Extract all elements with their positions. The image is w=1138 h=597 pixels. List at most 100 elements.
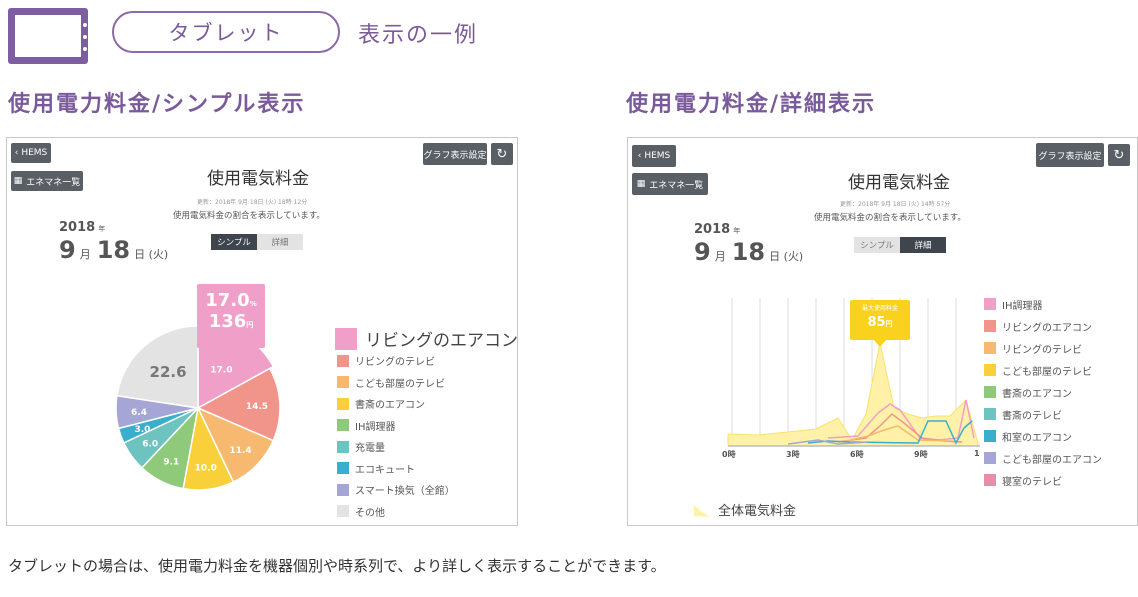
- simple-screen: ‹ HEMS ▦ エネマネ一覧 グラフ表示設定 ↻ 使用電気料金 更新：2018年 …: [6, 137, 518, 526]
- section-title-detail: 使用電力料金/詳細表示: [626, 92, 877, 117]
- legend-item: リビングのテレビ: [337, 350, 455, 372]
- legend-swatch: [984, 430, 996, 442]
- back-button[interactable]: ‹ HEMS: [11, 143, 51, 163]
- legend-item: IH調理器: [337, 415, 455, 437]
- screen-title: 使用電気料金: [848, 173, 950, 193]
- date-main: 9 月 18 日 (火): [59, 236, 169, 264]
- tab-simple[interactable]: シンプル: [854, 237, 900, 253]
- legend-swatch: [337, 440, 349, 453]
- legend-item: 書斎のエアコン: [984, 381, 1102, 403]
- header-suffix: 表示の一例: [358, 23, 479, 48]
- legend-swatch: [984, 474, 996, 486]
- back-button[interactable]: ‹ HEMS: [632, 145, 676, 167]
- legend-label: IH調理器: [355, 421, 396, 433]
- simple-legend: リビングのテレビ こども部屋のテレビ 書斎のエアコン IH調理器充電量エコキュートスマ…: [337, 350, 455, 522]
- legend-swatch: [984, 298, 996, 310]
- view-toggle: シンプル 詳細: [854, 237, 946, 253]
- legend-swatch: [984, 320, 996, 332]
- highlight-swatch: [335, 327, 357, 350]
- detail-legend: IH調理器リビングのエアコン リビングのテレビ こども部屋のテレビ 書斎のエアコン 書斎…: [984, 293, 1102, 499]
- pie-slice-label: 6.0: [142, 440, 158, 450]
- legend-item: こども部屋のテレビ: [337, 372, 455, 394]
- legend-item: リビングのエアコン: [984, 315, 1102, 337]
- time-series-chart: [727, 298, 980, 447]
- description: 使用電気料金の割合を表示しています。: [173, 211, 325, 221]
- legend-item: その他: [337, 501, 455, 523]
- legend-swatch: [984, 452, 996, 464]
- legend-swatch: [337, 462, 349, 475]
- legend-swatch: [337, 354, 349, 367]
- legend-label: こども部屋のテレビ: [355, 378, 445, 390]
- pie-slice-label: 3.0: [134, 425, 150, 435]
- legend-label: 書斎のテレビ: [1002, 410, 1062, 422]
- series-line-orange: [841, 425, 949, 443]
- legend-label: 書斎のエアコン: [355, 400, 425, 412]
- legend-item: リビングのテレビ: [984, 337, 1102, 359]
- total-area: [727, 342, 979, 447]
- legend-swatch: [984, 386, 996, 398]
- legend-item: こども部屋のエアコン: [984, 447, 1102, 469]
- description: 使用電気料金の割合を表示しています。: [814, 213, 966, 223]
- highlight-legend: リビングのエアコン: [335, 326, 517, 351]
- legend-label: リビングのテレビ: [355, 357, 435, 369]
- updated-time: 更新：2018年 9月 18日 (火) 18時 12分: [197, 199, 308, 206]
- pie-slice-label: 9.1: [163, 458, 179, 468]
- legend-swatch: [337, 397, 349, 410]
- pie-slice-label: 17.0: [210, 365, 232, 375]
- legend-item: 書斎のエアコン: [337, 393, 455, 415]
- date-main: 9 月 18 日 (火): [694, 238, 804, 266]
- legend-swatch: [984, 342, 996, 354]
- tab-simple[interactable]: シンプル: [211, 234, 257, 250]
- pie-slice[interactable]: [196, 367, 281, 442]
- legend-swatch: [337, 419, 349, 432]
- chevron-left-icon: ‹: [14, 148, 19, 158]
- legend-label: 書斎のエアコン: [1002, 388, 1072, 400]
- refresh-icon[interactable]: ↻: [1108, 144, 1130, 166]
- legend-item: エコキュート: [337, 458, 455, 480]
- legend-item: IH調理器: [984, 293, 1102, 315]
- tablet-icon: [8, 8, 88, 64]
- x-tick-label: 6時: [850, 450, 864, 459]
- graph-settings-button[interactable]: グラフ表示設定: [423, 143, 487, 165]
- legend-label: 寝室のテレビ: [1002, 476, 1062, 488]
- series-line-teal: [807, 420, 973, 445]
- series-line-purple: [787, 439, 869, 445]
- series-line-pink: [827, 399, 975, 441]
- legend-item: こども部屋のテレビ: [984, 359, 1102, 381]
- x-tick-label: 9時: [914, 450, 928, 459]
- pie-slice-label: 14.5: [246, 402, 268, 412]
- legend-label: こども部屋のエアコン: [1002, 454, 1102, 466]
- legend-label: 充電量: [355, 443, 385, 455]
- legend-label: エコキュート: [355, 464, 415, 476]
- legend-label: リビングのエアコン: [1002, 322, 1092, 334]
- enemane-list-button[interactable]: ▦ エネマネ一覧: [632, 173, 708, 195]
- date-year: 2018 年: [59, 220, 106, 235]
- pie-slice-label: 6.4: [131, 408, 147, 418]
- pie-slice-label: 22.6: [150, 363, 187, 381]
- legend-label: 和室のエアコン: [1002, 432, 1072, 444]
- updated-time: 更新：2018年 9月 18日 (火) 14時 57分: [840, 201, 951, 208]
- tab-detail[interactable]: 詳細: [257, 234, 303, 250]
- legend-swatch: [337, 505, 349, 518]
- tab-detail[interactable]: 詳細: [900, 237, 946, 253]
- pie-slice[interactable]: [116, 325, 199, 409]
- legend-label: スマート換気（全館）: [355, 486, 455, 498]
- refresh-icon[interactable]: ↻: [491, 143, 513, 165]
- legend-item: 充電量: [337, 436, 455, 458]
- date-year: 2018 年: [694, 222, 741, 237]
- legend-swatch: [337, 376, 349, 389]
- graph-settings-button[interactable]: グラフ表示設定: [1036, 143, 1104, 167]
- legend-item: スマート換気（全館）: [337, 479, 455, 501]
- legend-item: 寝室のテレビ: [984, 469, 1102, 491]
- grid-icon: ▦: [13, 176, 23, 186]
- pie-slice-label: 11.4: [229, 446, 251, 456]
- legend-label: その他: [355, 507, 385, 519]
- legend-swatch: [984, 364, 996, 376]
- screen-title: 使用電気料金: [207, 169, 309, 189]
- legend-label: リビングのテレビ: [1002, 344, 1082, 356]
- legend-label: こども部屋のテレビ: [1002, 366, 1092, 378]
- enemane-list-button[interactable]: ▦ エネマネ一覧: [11, 171, 83, 191]
- total-swatch: [694, 505, 710, 517]
- footer-caption: タブレットの場合は、使用電力料金を機器個別や時系列で、より詳しく表示することがで…: [8, 557, 666, 575]
- legend-item: 書斎のテレビ: [984, 403, 1102, 425]
